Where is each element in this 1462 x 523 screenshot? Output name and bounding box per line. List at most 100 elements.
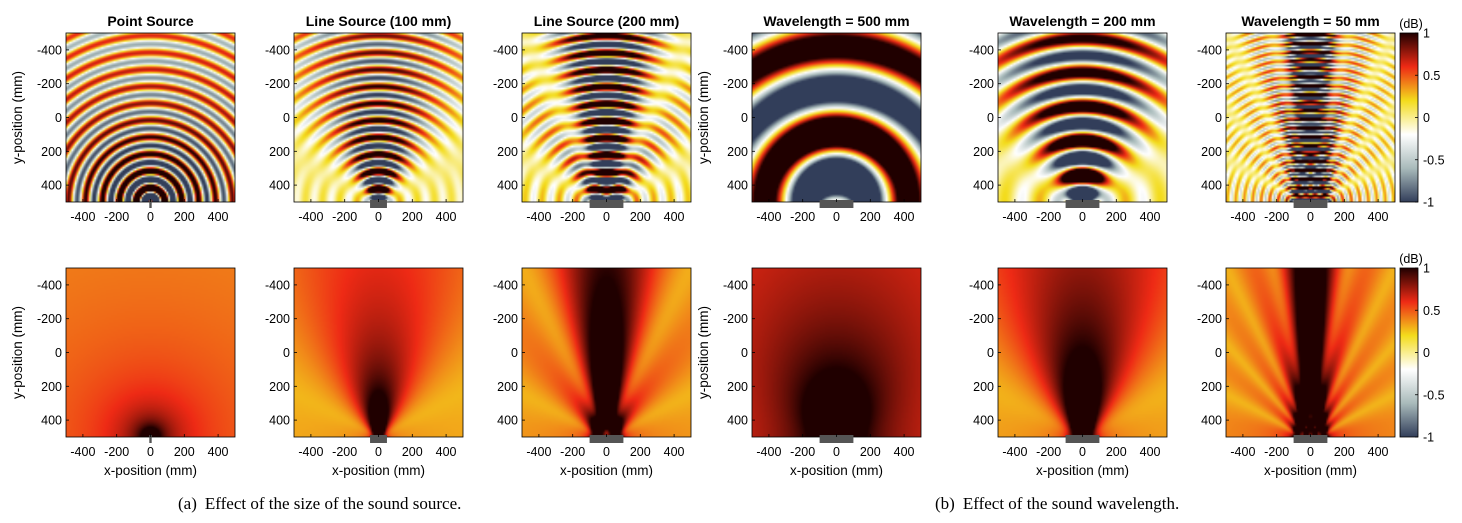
- y-tick-label: 200: [727, 380, 748, 394]
- y-tick-label: -200: [265, 312, 290, 326]
- y-tick-label: -400: [493, 43, 518, 57]
- caption-b-label: (b): [935, 494, 955, 513]
- y-tick-label: 200: [269, 145, 290, 159]
- x-tick-label: 400: [1368, 445, 1389, 459]
- y-tick-label: 400: [497, 179, 518, 193]
- y-tick-label: -200: [969, 77, 994, 91]
- y-axis-label: y-position (mm): [696, 71, 711, 164]
- x-tick-label: 0: [147, 445, 154, 459]
- x-tick-label: 400: [436, 210, 457, 224]
- x-tick-label: 200: [1106, 445, 1127, 459]
- source-marker: [149, 200, 152, 208]
- y-tick-label: -400: [37, 278, 62, 292]
- x-tick-label: -400: [1002, 210, 1027, 224]
- y-tick-label: -200: [1197, 312, 1222, 326]
- x-tick-label: 200: [630, 210, 651, 224]
- y-tick-label: 200: [727, 145, 748, 159]
- y-tick-label: 200: [497, 380, 518, 394]
- colorbar-tick-label: 0: [1423, 346, 1430, 360]
- x-tick-label: 400: [894, 210, 915, 224]
- heatmap-image: [522, 33, 691, 202]
- colorbar-unit: (dB): [1399, 17, 1423, 31]
- y-tick-label: 200: [973, 145, 994, 159]
- y-tick-label: -400: [969, 278, 994, 292]
- y-tick-label: 0: [511, 346, 518, 360]
- x-tick-label: 400: [664, 445, 685, 459]
- y-tick-label: 0: [55, 346, 62, 360]
- x-tick-label: 200: [174, 445, 195, 459]
- x-tick-label: 0: [375, 445, 382, 459]
- y-tick-label: -200: [265, 77, 290, 91]
- source-marker: [370, 435, 387, 443]
- x-axis-label: x-position (mm): [790, 463, 883, 478]
- x-tick-label: 200: [1334, 210, 1355, 224]
- x-tick-label: 400: [208, 210, 229, 224]
- x-tick-label: -400: [1002, 445, 1027, 459]
- x-tick-label: 200: [860, 210, 881, 224]
- colorbar-2: 1 0.5 0 -0.5 -1 (dB): [1399, 252, 1444, 445]
- x-axis-label: x-position (mm): [332, 463, 425, 478]
- y-tick-label: 400: [727, 414, 748, 428]
- x-tick-label: -200: [332, 445, 357, 459]
- y-tick-label: 400: [973, 179, 994, 193]
- colorbar-tick-label: 0.5: [1423, 69, 1440, 83]
- panel-5: -400 -200 0 200 400 -400 -200 0 200 400 Wavelength…: [969, 13, 1168, 224]
- panel-12: -400 -200 0 200 400 -400 -200 0 200 400 x-position…: [1197, 267, 1396, 478]
- panel-11: -400 -200 0 200 400 -400 -200 0 200 400 x-position…: [969, 267, 1168, 478]
- source-marker: [1065, 200, 1100, 208]
- y-axis-label: y-position (mm): [696, 306, 711, 399]
- heatmap-image: [66, 268, 235, 437]
- heatmap-image: [66, 33, 235, 202]
- x-tick-label: -400: [526, 210, 551, 224]
- x-tick-label: -400: [298, 210, 323, 224]
- caption-b-text: Effect of the sound wavelength.: [962, 494, 1180, 513]
- x-tick-label: 400: [1368, 210, 1389, 224]
- source-marker: [819, 200, 854, 208]
- y-tick-label: 200: [41, 380, 62, 394]
- panel-4: -400 -200 0 200 400 -400 -200 0 200 400 Wavelength…: [696, 13, 922, 224]
- source-marker: [589, 200, 624, 208]
- x-axis-label: x-position (mm): [560, 463, 653, 478]
- caption-a-text: Effect of the size of the sound source.: [204, 494, 462, 513]
- panel-7: -400 -200 0 200 400 -400 -200 0 200 400 x-position…: [10, 267, 236, 478]
- panel-10: -400 -200 0 200 400 -400 -200 0 200 400 x-position…: [696, 267, 922, 478]
- y-tick-label: 0: [741, 111, 748, 125]
- x-tick-label: -400: [1230, 210, 1255, 224]
- y-tick-label: 200: [497, 145, 518, 159]
- y-tick-label: 200: [1201, 380, 1222, 394]
- x-tick-label: 0: [1307, 445, 1314, 459]
- y-tick-label: 0: [55, 111, 62, 125]
- colorbar-1: 1 0.5 0 -0.5 -1 (dB): [1399, 17, 1444, 210]
- y-tick-label: -200: [37, 312, 62, 326]
- x-tick-label: -200: [1036, 445, 1061, 459]
- source-marker: [370, 200, 387, 208]
- source-marker: [1293, 200, 1328, 208]
- x-tick-label: -200: [790, 210, 815, 224]
- source-marker: [1065, 435, 1100, 443]
- source-marker: [819, 435, 854, 443]
- y-tick-label: -400: [723, 278, 748, 292]
- panel-6: -400 -200 0 200 400 -400 -200 0 200 400 Wavelength…: [1197, 13, 1396, 224]
- x-tick-label: 200: [174, 210, 195, 224]
- panel-title: Point Source: [107, 13, 194, 29]
- panel-title: Wavelength = 500 mm: [763, 13, 909, 29]
- x-tick-label: 400: [436, 445, 457, 459]
- x-tick-label: -200: [790, 445, 815, 459]
- x-tick-label: 0: [1079, 210, 1086, 224]
- colorbar-tick-label: -0.5: [1423, 388, 1445, 402]
- y-tick-label: -200: [723, 312, 748, 326]
- y-tick-label: 400: [727, 179, 748, 193]
- y-tick-label: -400: [37, 43, 62, 57]
- y-axis-label: y-position (mm): [10, 71, 25, 164]
- x-tick-label: -200: [104, 210, 129, 224]
- heatmap-image: [1226, 33, 1395, 202]
- x-tick-label: 0: [603, 445, 610, 459]
- y-tick-label: 0: [987, 111, 994, 125]
- y-tick-label: 0: [741, 346, 748, 360]
- y-tick-label: 400: [41, 179, 62, 193]
- caption-b: (b) Effect of the sound wavelength.: [935, 494, 1179, 514]
- y-tick-label: 0: [1215, 111, 1222, 125]
- panel-8: -400 -200 0 200 400 -400 -200 0 200 400 x-position…: [265, 267, 464, 478]
- x-tick-label: -200: [1036, 210, 1061, 224]
- colorbar-tick-label: 0: [1423, 111, 1430, 125]
